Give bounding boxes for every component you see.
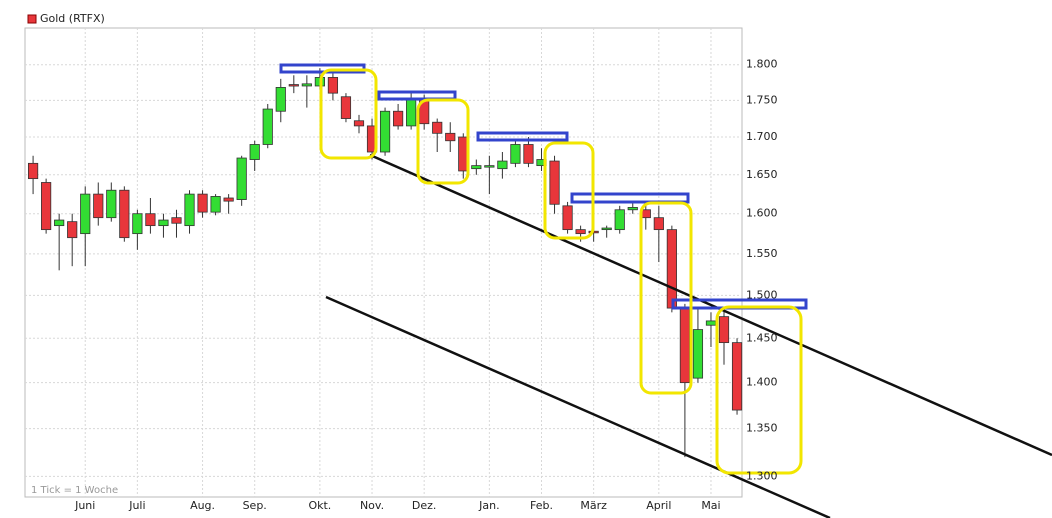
resistance-box <box>476 131 569 142</box>
candle-body <box>184 193 195 227</box>
candle-body <box>210 196 221 213</box>
candle-body <box>93 193 104 219</box>
x-tick-label: April <box>646 499 671 512</box>
y-tick-label: 1.450 <box>746 331 778 344</box>
candle-body <box>262 108 273 145</box>
x-tick-label: Nov. <box>360 499 384 512</box>
y-tick-label: 1.500 <box>746 288 778 301</box>
candle-body <box>275 87 286 112</box>
highlight <box>319 68 378 160</box>
plot-frame <box>24 27 743 498</box>
y-tick-label: 1.700 <box>746 130 778 143</box>
highlight <box>639 201 693 395</box>
y-tick-label: 1.300 <box>746 469 778 482</box>
note: 1 Tick = 1 Woche <box>31 485 118 496</box>
candle-body <box>445 132 456 142</box>
resistance-box <box>377 90 457 101</box>
candle-body <box>692 329 704 379</box>
candle-body <box>353 120 365 127</box>
candle-body <box>406 98 417 127</box>
candle-body <box>471 165 482 170</box>
x-tick-label: Sep. <box>243 499 267 512</box>
candle-body <box>145 213 156 227</box>
candle-body <box>27 162 39 180</box>
candle-body <box>41 182 52 231</box>
candle-body <box>679 307 690 384</box>
x-tick-label: Juli <box>128 499 145 512</box>
candle-body <box>510 144 521 164</box>
candle-body <box>119 189 130 239</box>
candle-body <box>288 84 299 87</box>
candle-body <box>705 320 717 326</box>
candle-body <box>523 144 534 164</box>
candle-body <box>666 229 677 309</box>
candle-body <box>601 227 612 231</box>
candle-body <box>484 165 495 168</box>
candle-body <box>393 110 404 127</box>
candle-body <box>653 217 664 231</box>
y-tick-label: 1.750 <box>746 93 778 106</box>
y-tick-label: 1.600 <box>746 207 778 220</box>
resistance-box <box>570 192 690 204</box>
x-tick-label: Juni <box>74 499 95 512</box>
y-tick-label: 1.350 <box>746 422 778 435</box>
x-tick-label: Feb. <box>530 499 553 512</box>
y-tick-label: 1.400 <box>746 376 778 389</box>
y-tick-label: 1.650 <box>746 168 778 181</box>
trend-line <box>369 153 1052 457</box>
x-tick-label: März <box>580 499 607 512</box>
highlight <box>416 98 470 185</box>
trend-line <box>325 295 831 518</box>
highlight <box>543 141 595 240</box>
annotations <box>279 63 1052 518</box>
candle-body <box>106 189 117 219</box>
candle-body <box>432 121 443 134</box>
y-tick-label: 1.800 <box>746 58 778 71</box>
legend-label: Gold (RTFX) <box>40 12 105 25</box>
candle-body <box>627 207 638 211</box>
candle-body <box>718 316 730 344</box>
x-tick-label: Mai <box>701 499 720 512</box>
candle-body <box>80 193 91 235</box>
candle-body <box>197 193 208 213</box>
x-tick-label: Aug. <box>190 499 215 512</box>
candles <box>27 68 743 458</box>
candle-body <box>249 144 260 160</box>
candle-body <box>132 213 143 235</box>
candle-body <box>497 160 508 170</box>
legend-swatch <box>27 14 37 24</box>
candle-body <box>614 209 625 231</box>
candle-body <box>301 83 312 87</box>
x-tick-label: Jan. <box>478 499 499 512</box>
candle-body <box>575 229 586 235</box>
candle-body <box>340 96 352 119</box>
x-tick-label: Dez. <box>412 499 437 512</box>
highlight <box>715 305 803 475</box>
candle-body <box>562 205 573 231</box>
candle-body <box>549 160 560 205</box>
candle-body <box>158 219 169 227</box>
candle-body <box>731 342 743 411</box>
candle-body <box>379 110 391 153</box>
candle-body <box>327 77 339 94</box>
candle-body <box>54 219 65 227</box>
y-tick-label: 1.550 <box>746 247 778 260</box>
candle-body <box>223 197 234 202</box>
candle-body <box>236 157 247 200</box>
candle-body <box>67 221 78 239</box>
x-tick-label: Okt. <box>308 499 331 512</box>
candle-body <box>171 217 182 224</box>
